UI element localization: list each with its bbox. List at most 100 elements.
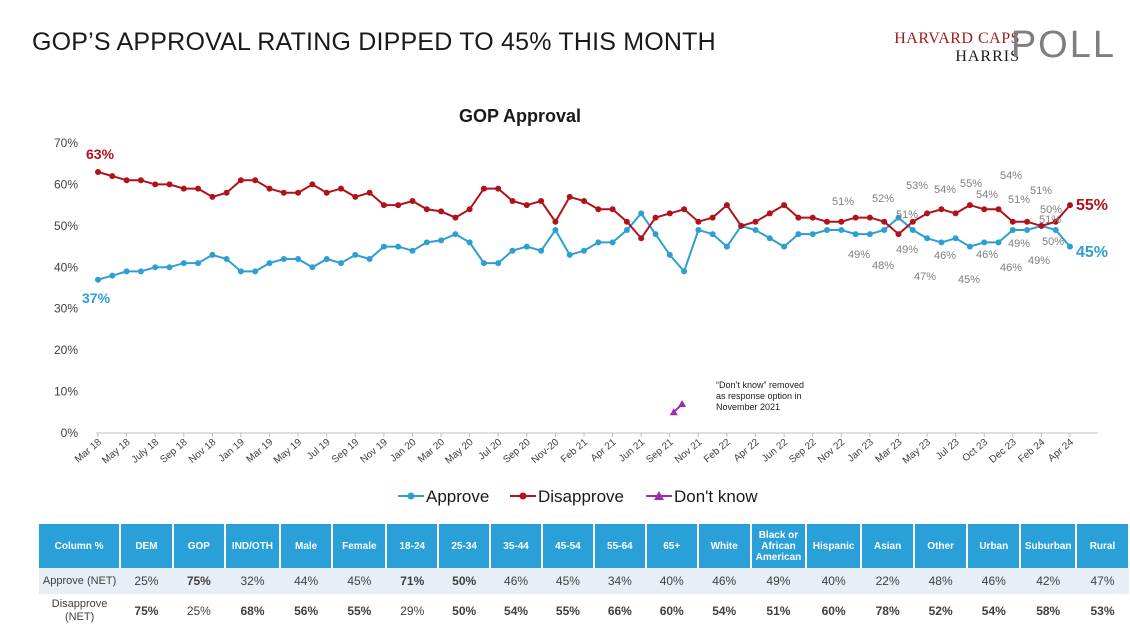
disapprove-point — [995, 206, 1002, 213]
table-cell: 46% — [967, 568, 1021, 594]
x-tick-label: Jul 19 — [305, 437, 333, 463]
approve-recent-label: 49% — [1028, 255, 1050, 267]
logo-top-text: HARVARD CAPS — [894, 30, 1020, 47]
table-cell: 75% — [172, 568, 226, 594]
x-tick-label: Jul 20 — [477, 437, 505, 463]
approve-point — [295, 256, 302, 262]
table-cell: 49% — [750, 568, 807, 594]
harvard-caps-harris-poll-logo: HARVARD CAPS HARRIS POLL — [886, 24, 1116, 70]
table-cell: 25% — [172, 594, 226, 628]
approve-point — [924, 235, 931, 242]
approve-point — [909, 227, 916, 233]
x-tick-label: Sep 18 — [158, 437, 190, 466]
approve-point — [695, 227, 702, 233]
approve-recent-label: 50% — [1042, 236, 1064, 248]
table-header-cell: Rural — [1075, 524, 1130, 568]
disapprove-point — [109, 173, 116, 180]
legend-swatch-marker — [407, 492, 415, 500]
y-tick-label: 40% — [54, 260, 78, 274]
disapprove-point — [366, 189, 373, 196]
approve-point — [852, 231, 859, 238]
approve-point — [795, 231, 802, 238]
table-cell: 71% — [386, 568, 439, 594]
disapprove-point — [909, 218, 916, 225]
disapprove-point — [395, 202, 402, 209]
table-cell: 54% — [967, 594, 1021, 628]
x-tick-label: Nov-20 — [530, 437, 562, 466]
disapprove-point — [423, 206, 430, 213]
table-cell: 60% — [806, 594, 862, 628]
x-tick-label: May 23 — [901, 437, 934, 467]
table-cell: 47% — [1075, 568, 1129, 594]
disapprove-recent-label: 52% — [872, 193, 894, 205]
disapprove-point — [866, 214, 873, 221]
x-tick-label: Feb 22 — [702, 437, 733, 466]
table-cell: 75% — [120, 594, 173, 628]
approve-point — [309, 264, 316, 271]
approve-point — [523, 243, 530, 250]
table-cell: 55% — [542, 594, 594, 628]
disapprove-point — [195, 185, 202, 192]
table-cell: 34% — [593, 568, 646, 594]
x-tick-label: Sep 21 — [644, 437, 676, 466]
table-header-cell: Urban — [967, 524, 1022, 568]
disapprove-point — [766, 210, 773, 217]
disapprove-point — [952, 210, 959, 217]
disapprove-recent-label: 54% — [976, 189, 998, 201]
x-tick-label: May 20 — [443, 437, 476, 467]
gop-approval-chart: GOP Approval 0% 10% 20% 30% 40% 50% 60% 70% Mar… — [54, 106, 1108, 506]
disapprove-point — [852, 214, 859, 221]
approve-point — [409, 247, 416, 254]
approve-point — [366, 256, 373, 262]
x-tick-label: Jan 19 — [217, 437, 247, 465]
legend-swatch-marker — [519, 492, 527, 500]
x-tick-label: Mar 20 — [416, 437, 447, 466]
approve-point — [123, 268, 130, 275]
annotation-line: November 2021 — [716, 402, 780, 412]
approve-point — [195, 260, 202, 267]
table-header-row: Column % DEM GOP IND/OTH Male Female 18-24 25-3… — [39, 524, 1130, 568]
disapprove-point — [223, 189, 230, 196]
disapprove-point — [938, 206, 945, 213]
disapprove-point — [881, 218, 888, 225]
approve-recent-label: 49% — [848, 249, 870, 261]
x-tick-label: Feb 24 — [1016, 437, 1047, 466]
x-tick-label: Jun 21 — [617, 437, 647, 465]
approve-point — [866, 231, 873, 238]
disapprove-point — [137, 177, 144, 184]
approve-point — [252, 268, 259, 275]
approve-point — [881, 227, 888, 233]
disapprove-point — [795, 214, 802, 221]
disapprove-point — [652, 214, 659, 221]
table-cell: 50% — [438, 568, 491, 594]
table-cell: 46% — [697, 568, 751, 594]
table-cell: 60% — [645, 594, 698, 628]
disapprove-point — [237, 177, 244, 184]
disapprove-point — [781, 202, 788, 209]
disapprove-point — [523, 202, 530, 209]
approve-recent-label: 49% — [1008, 238, 1030, 250]
approve-recent-label: 47% — [914, 271, 936, 283]
legend-label: Approve — [426, 487, 489, 506]
disapprove-point — [1024, 218, 1031, 225]
approve-point — [995, 239, 1002, 246]
approve-series-line — [97, 211, 1071, 281]
annotation-line: as response option in — [716, 391, 802, 401]
callout-layer: 63%37%55%45%51% 52%51%53% 54% 55%54%54%51%5… — [82, 146, 1108, 306]
series-layer — [95, 169, 1073, 416]
legend: Approve Disapprove Don't know — [398, 487, 758, 506]
approve-point — [566, 251, 573, 258]
approve-point — [652, 231, 659, 238]
approve-recent-label: 46% — [1000, 262, 1022, 274]
disapprove-point — [309, 181, 316, 188]
annotation-line: “Don’t know” removed — [716, 380, 804, 390]
disapprove-point — [723, 202, 730, 209]
approve-point — [609, 239, 616, 246]
x-tick-label: Nov 21 — [673, 437, 705, 466]
disapprove-point — [466, 206, 473, 213]
disapprove-point — [566, 193, 573, 200]
disapprove-recent-label: 50% — [1040, 204, 1062, 216]
table-header-cell: White — [697, 524, 752, 568]
approve-point — [480, 260, 487, 267]
approve-point — [1052, 227, 1059, 233]
